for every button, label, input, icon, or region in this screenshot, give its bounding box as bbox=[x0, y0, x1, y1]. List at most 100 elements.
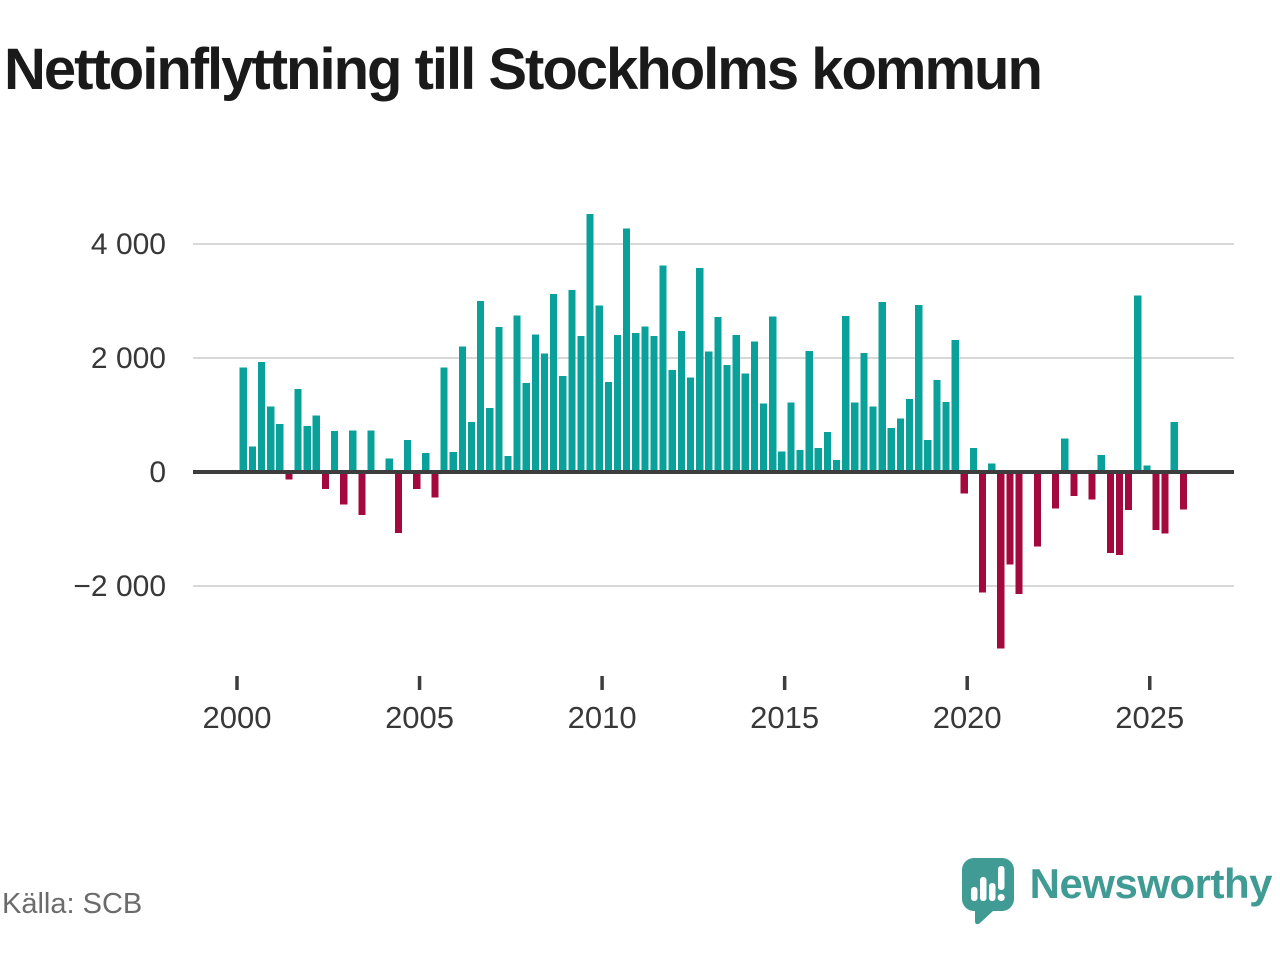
bar-negative bbox=[1115, 472, 1124, 556]
x-tick-label: 2005 bbox=[385, 700, 454, 735]
bar-positive bbox=[860, 352, 868, 472]
bar-negative bbox=[394, 472, 403, 533]
bar-positive bbox=[267, 406, 275, 472]
bar-positive bbox=[449, 452, 457, 472]
bar-positive bbox=[988, 463, 996, 472]
bar-positive bbox=[440, 367, 448, 472]
bar-positive bbox=[905, 399, 914, 472]
bar-positive bbox=[969, 448, 978, 472]
x-tick-label: 2025 bbox=[1115, 700, 1184, 735]
bar-negative bbox=[1106, 472, 1114, 553]
bar-positive bbox=[239, 367, 247, 472]
bar-positive bbox=[1134, 295, 1142, 472]
bar-positive bbox=[668, 369, 676, 472]
bar-positive bbox=[276, 424, 284, 472]
bar-positive bbox=[769, 316, 777, 472]
bar-negative bbox=[413, 472, 421, 490]
bar-chart: 2000 2005 2010 2015 2020 2025 4 000 2 000 0 −2 00… bbox=[73, 213, 1234, 735]
bar-negative bbox=[1125, 472, 1133, 511]
bar-positive bbox=[330, 430, 339, 472]
bar-negative bbox=[285, 472, 293, 480]
x-tick-mark bbox=[965, 676, 969, 690]
bar-positive bbox=[951, 339, 959, 472]
y-tick-label: 2 000 bbox=[91, 342, 166, 375]
bar-positive bbox=[504, 456, 512, 472]
bar-positive bbox=[805, 351, 813, 472]
chart-title: Nettoinflyttning till Stockholms kommun bbox=[4, 37, 1043, 102]
bar-positive bbox=[486, 408, 494, 472]
bar-positive bbox=[924, 440, 932, 472]
bar-positive bbox=[385, 458, 393, 472]
y-tick-label: 0 bbox=[149, 456, 166, 489]
bar-positive bbox=[659, 265, 667, 472]
bar-positive bbox=[842, 315, 850, 472]
chart-canvas: 2000 2005 2010 2015 2020 2025 4 000 2 000 0 −2 00… bbox=[73, 213, 1234, 735]
bar-negative bbox=[431, 472, 439, 498]
bar-positive bbox=[878, 302, 886, 472]
bar-positive bbox=[1097, 454, 1105, 472]
bar-negative bbox=[978, 472, 987, 593]
bar-negative bbox=[1088, 472, 1096, 500]
bar-positive bbox=[559, 376, 567, 472]
x-tick-label: 2015 bbox=[750, 700, 819, 735]
bar-positive bbox=[759, 403, 768, 472]
x-tick-mark bbox=[1148, 676, 1152, 690]
x-axis: 2000 2005 2010 2015 2020 2025 bbox=[203, 676, 1184, 735]
bar-negative bbox=[1015, 472, 1023, 594]
bar-positive bbox=[942, 401, 950, 472]
logo-exclamation-dot bbox=[997, 893, 1005, 902]
bar-positive bbox=[303, 425, 311, 472]
bar-positive bbox=[623, 228, 631, 472]
x-tick-label: 2010 bbox=[568, 700, 637, 735]
x-tick-label: 2020 bbox=[933, 700, 1002, 735]
bar-positive bbox=[814, 448, 822, 472]
bar-negative bbox=[1006, 472, 1014, 565]
logo-text: Newsworthy bbox=[1029, 860, 1273, 907]
bar-positive bbox=[933, 380, 941, 472]
logo-badge-shape bbox=[961, 858, 1014, 924]
bar-positive bbox=[887, 428, 895, 472]
bar-positive bbox=[495, 327, 503, 472]
bar-positive bbox=[595, 305, 603, 472]
bar-positive bbox=[586, 213, 594, 473]
bar-negative bbox=[340, 472, 348, 505]
bar-positive bbox=[750, 341, 759, 472]
bar-negative bbox=[997, 472, 1005, 649]
bar-positive bbox=[604, 381, 612, 472]
bar-positive bbox=[467, 421, 476, 472]
bar-negative bbox=[321, 472, 330, 490]
bar-positive bbox=[477, 301, 485, 472]
bar-positive bbox=[367, 430, 375, 472]
bar-positive bbox=[823, 432, 832, 472]
bar-positive bbox=[312, 415, 320, 472]
bar-positive bbox=[513, 315, 521, 472]
x-tick-mark bbox=[600, 676, 604, 690]
bar-positive bbox=[632, 332, 640, 472]
bar-negative bbox=[358, 472, 366, 515]
bar-negative bbox=[960, 472, 968, 494]
bar-positive bbox=[550, 294, 558, 472]
bar-negative bbox=[1052, 472, 1060, 509]
bar-positive bbox=[677, 331, 685, 472]
bar-positive bbox=[869, 406, 877, 472]
source-label: Källa: SCB bbox=[2, 888, 143, 920]
bar-positive bbox=[1143, 465, 1151, 472]
logo-bar-2 bbox=[979, 877, 987, 901]
bar-positive bbox=[568, 290, 576, 472]
bar-positive bbox=[577, 335, 585, 472]
bar-positive bbox=[723, 364, 731, 472]
bar-positive bbox=[832, 460, 841, 472]
bar-positive bbox=[257, 361, 266, 472]
bar-positive bbox=[787, 402, 795, 472]
bar-negative bbox=[1161, 472, 1169, 534]
logo-bar-1 bbox=[970, 887, 978, 901]
x-tick-mark bbox=[417, 676, 422, 690]
bar-positive bbox=[1061, 438, 1069, 472]
bar-negative bbox=[1179, 472, 1187, 510]
x-tick-mark bbox=[782, 676, 787, 690]
logo-bar-3 bbox=[988, 883, 996, 901]
bars bbox=[239, 213, 1187, 649]
logo-exclamation-bar bbox=[997, 866, 1005, 890]
newsworthy-logo: Newsworthy bbox=[961, 858, 1273, 924]
